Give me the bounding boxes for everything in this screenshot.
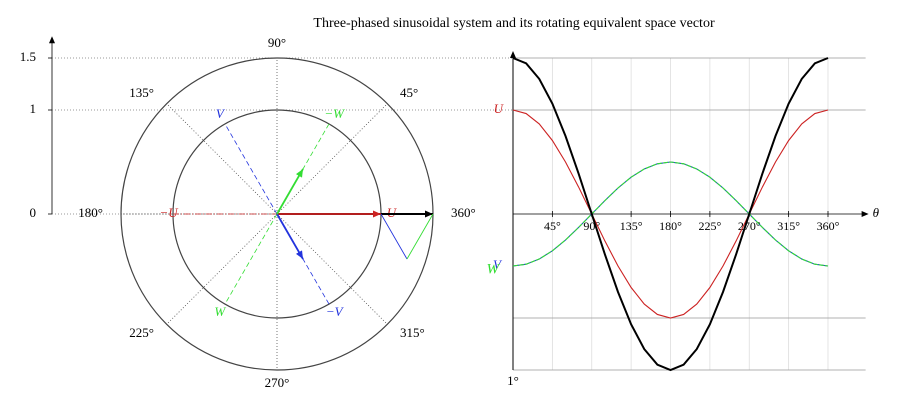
x-tick-label: 315° bbox=[777, 219, 800, 233]
series-line bbox=[512, 161, 829, 267]
x-tick-label: 225° bbox=[698, 219, 721, 233]
phase-label: W bbox=[214, 304, 226, 319]
phasor-chain bbox=[380, 213, 408, 260]
angle-label: 180° bbox=[78, 205, 103, 220]
phasor-chain bbox=[406, 213, 434, 260]
x-axis-label: θ bbox=[873, 205, 880, 220]
radial-line bbox=[166, 103, 278, 215]
phase-label: −W bbox=[324, 106, 345, 121]
y-tick-label: 1 bbox=[30, 101, 37, 116]
y-tick-label: 0 bbox=[30, 205, 37, 220]
phasor bbox=[276, 213, 304, 260]
series-line bbox=[512, 57, 829, 372]
angle-label: 270° bbox=[265, 375, 290, 390]
x-tick-label: 360° bbox=[817, 219, 840, 233]
angle-label: 45° bbox=[400, 85, 418, 100]
phase-label: −U bbox=[160, 205, 180, 220]
y-axis-arrow bbox=[510, 51, 516, 58]
phase-label: V bbox=[216, 106, 226, 121]
radial-line bbox=[276, 213, 388, 325]
angle-label: 360° bbox=[451, 205, 476, 220]
x-axis-arrow bbox=[861, 211, 869, 217]
series-line bbox=[512, 109, 829, 319]
series-label: V bbox=[493, 257, 503, 272]
radial-line bbox=[276, 103, 388, 215]
phase-label: U bbox=[387, 205, 398, 220]
origin-label: 1° bbox=[507, 373, 519, 388]
resultant-head bbox=[425, 210, 433, 218]
y-tick-label: 1.5 bbox=[20, 49, 36, 64]
phasor-head bbox=[295, 168, 303, 178]
x-tick-label: 135° bbox=[620, 219, 643, 233]
phasor-head bbox=[373, 210, 381, 218]
series-label: U bbox=[494, 101, 505, 116]
chart-title: Three-phased sinusoidal system and its r… bbox=[313, 16, 715, 31]
x-tick-label: 45° bbox=[544, 219, 561, 233]
phasor-head bbox=[295, 250, 303, 260]
radial-line bbox=[166, 213, 278, 325]
phase-label: −V bbox=[326, 304, 345, 319]
angle-label: 135° bbox=[129, 85, 154, 100]
series-label: W bbox=[487, 261, 501, 277]
angle-label: 315° bbox=[400, 325, 425, 340]
x-tick-label: 180° bbox=[659, 219, 682, 233]
angle-label: 90° bbox=[268, 35, 286, 50]
phasor bbox=[276, 168, 304, 215]
y-axis-arrow bbox=[49, 36, 55, 44]
angle-label: 225° bbox=[129, 325, 154, 340]
